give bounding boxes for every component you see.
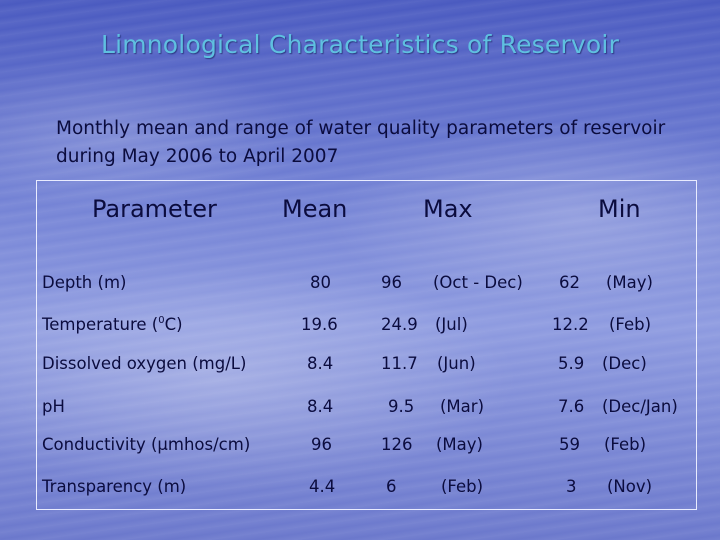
row-dissolved-oxygen-min-value: 5.9 [558, 354, 585, 373]
row-transparency-mean: 4.4 [309, 477, 336, 496]
row-temperature-min-value: 12.2 [552, 315, 589, 334]
row-ph-max-period: (Mar) [440, 397, 485, 416]
row-temperature-parameter: Temperature (0C) [42, 315, 183, 334]
row-conductivity-min-period: (Feb) [604, 435, 647, 454]
row-ph-max-value: 9.5 [388, 397, 415, 416]
slide-title: Limnological Characteristics of Reservoi… [100, 30, 620, 59]
row-temperature-max-value: 24.9 [381, 315, 418, 334]
row-dissolved-oxygen-max-value: 11.7 [381, 354, 418, 373]
row-depth-min-value: 62 [559, 273, 580, 292]
row-ph-mean: 8.4 [307, 397, 334, 416]
row-conductivity-max-value: 126 [381, 435, 413, 454]
row-dissolved-oxygen-min-period: (Dec) [602, 354, 647, 373]
header-parameter: Parameter [92, 195, 217, 223]
header-mean: Mean [282, 195, 348, 223]
row-temperature-mean: 19.6 [301, 315, 338, 334]
row-dissolved-oxygen-mean: 8.4 [307, 354, 334, 373]
data-table-frame [36, 180, 697, 510]
row-temperature-min-period: (Feb) [609, 315, 652, 334]
row-conductivity-min-value: 59 [559, 435, 580, 454]
row-depth-max-period: (Oct - Dec) [433, 273, 523, 292]
temperature-degree-superscript: 0 [158, 315, 165, 326]
row-transparency-max-value: 6 [386, 477, 397, 496]
row-transparency-min-value: 3 [566, 477, 577, 496]
temperature-label-prefix: Temperature ( [42, 315, 159, 334]
row-conductivity-max-period: (May) [436, 435, 483, 454]
row-dissolved-oxygen-parameter: Dissolved oxygen (mg/L) [42, 354, 247, 373]
row-dissolved-oxygen-max-period: (Jun) [437, 354, 476, 373]
temperature-label-suffix: C) [164, 315, 183, 334]
row-depth-parameter: Depth (m) [42, 273, 127, 292]
row-conductivity-parameter: Conductivity (µmhos/cm) [42, 435, 251, 454]
row-transparency-parameter: Transparency (m) [42, 477, 187, 496]
header-max: Max [423, 195, 473, 223]
row-depth-min-period: (May) [606, 273, 653, 292]
header-min: Min [598, 195, 641, 223]
row-depth-mean: 80 [310, 273, 331, 292]
row-transparency-max-period: (Feb) [441, 477, 484, 496]
row-ph-min-value: 7.6 [558, 397, 585, 416]
slide-subtitle: Monthly mean and range of water quality … [56, 118, 666, 167]
row-ph-min-period: (Dec/Jan) [602, 397, 678, 416]
row-ph-parameter: pH [42, 397, 65, 416]
row-depth-max-value: 96 [381, 273, 402, 292]
row-conductivity-mean: 96 [311, 435, 332, 454]
row-transparency-min-period: (Nov) [607, 477, 653, 496]
row-temperature-max-period: (Jul) [435, 315, 468, 334]
